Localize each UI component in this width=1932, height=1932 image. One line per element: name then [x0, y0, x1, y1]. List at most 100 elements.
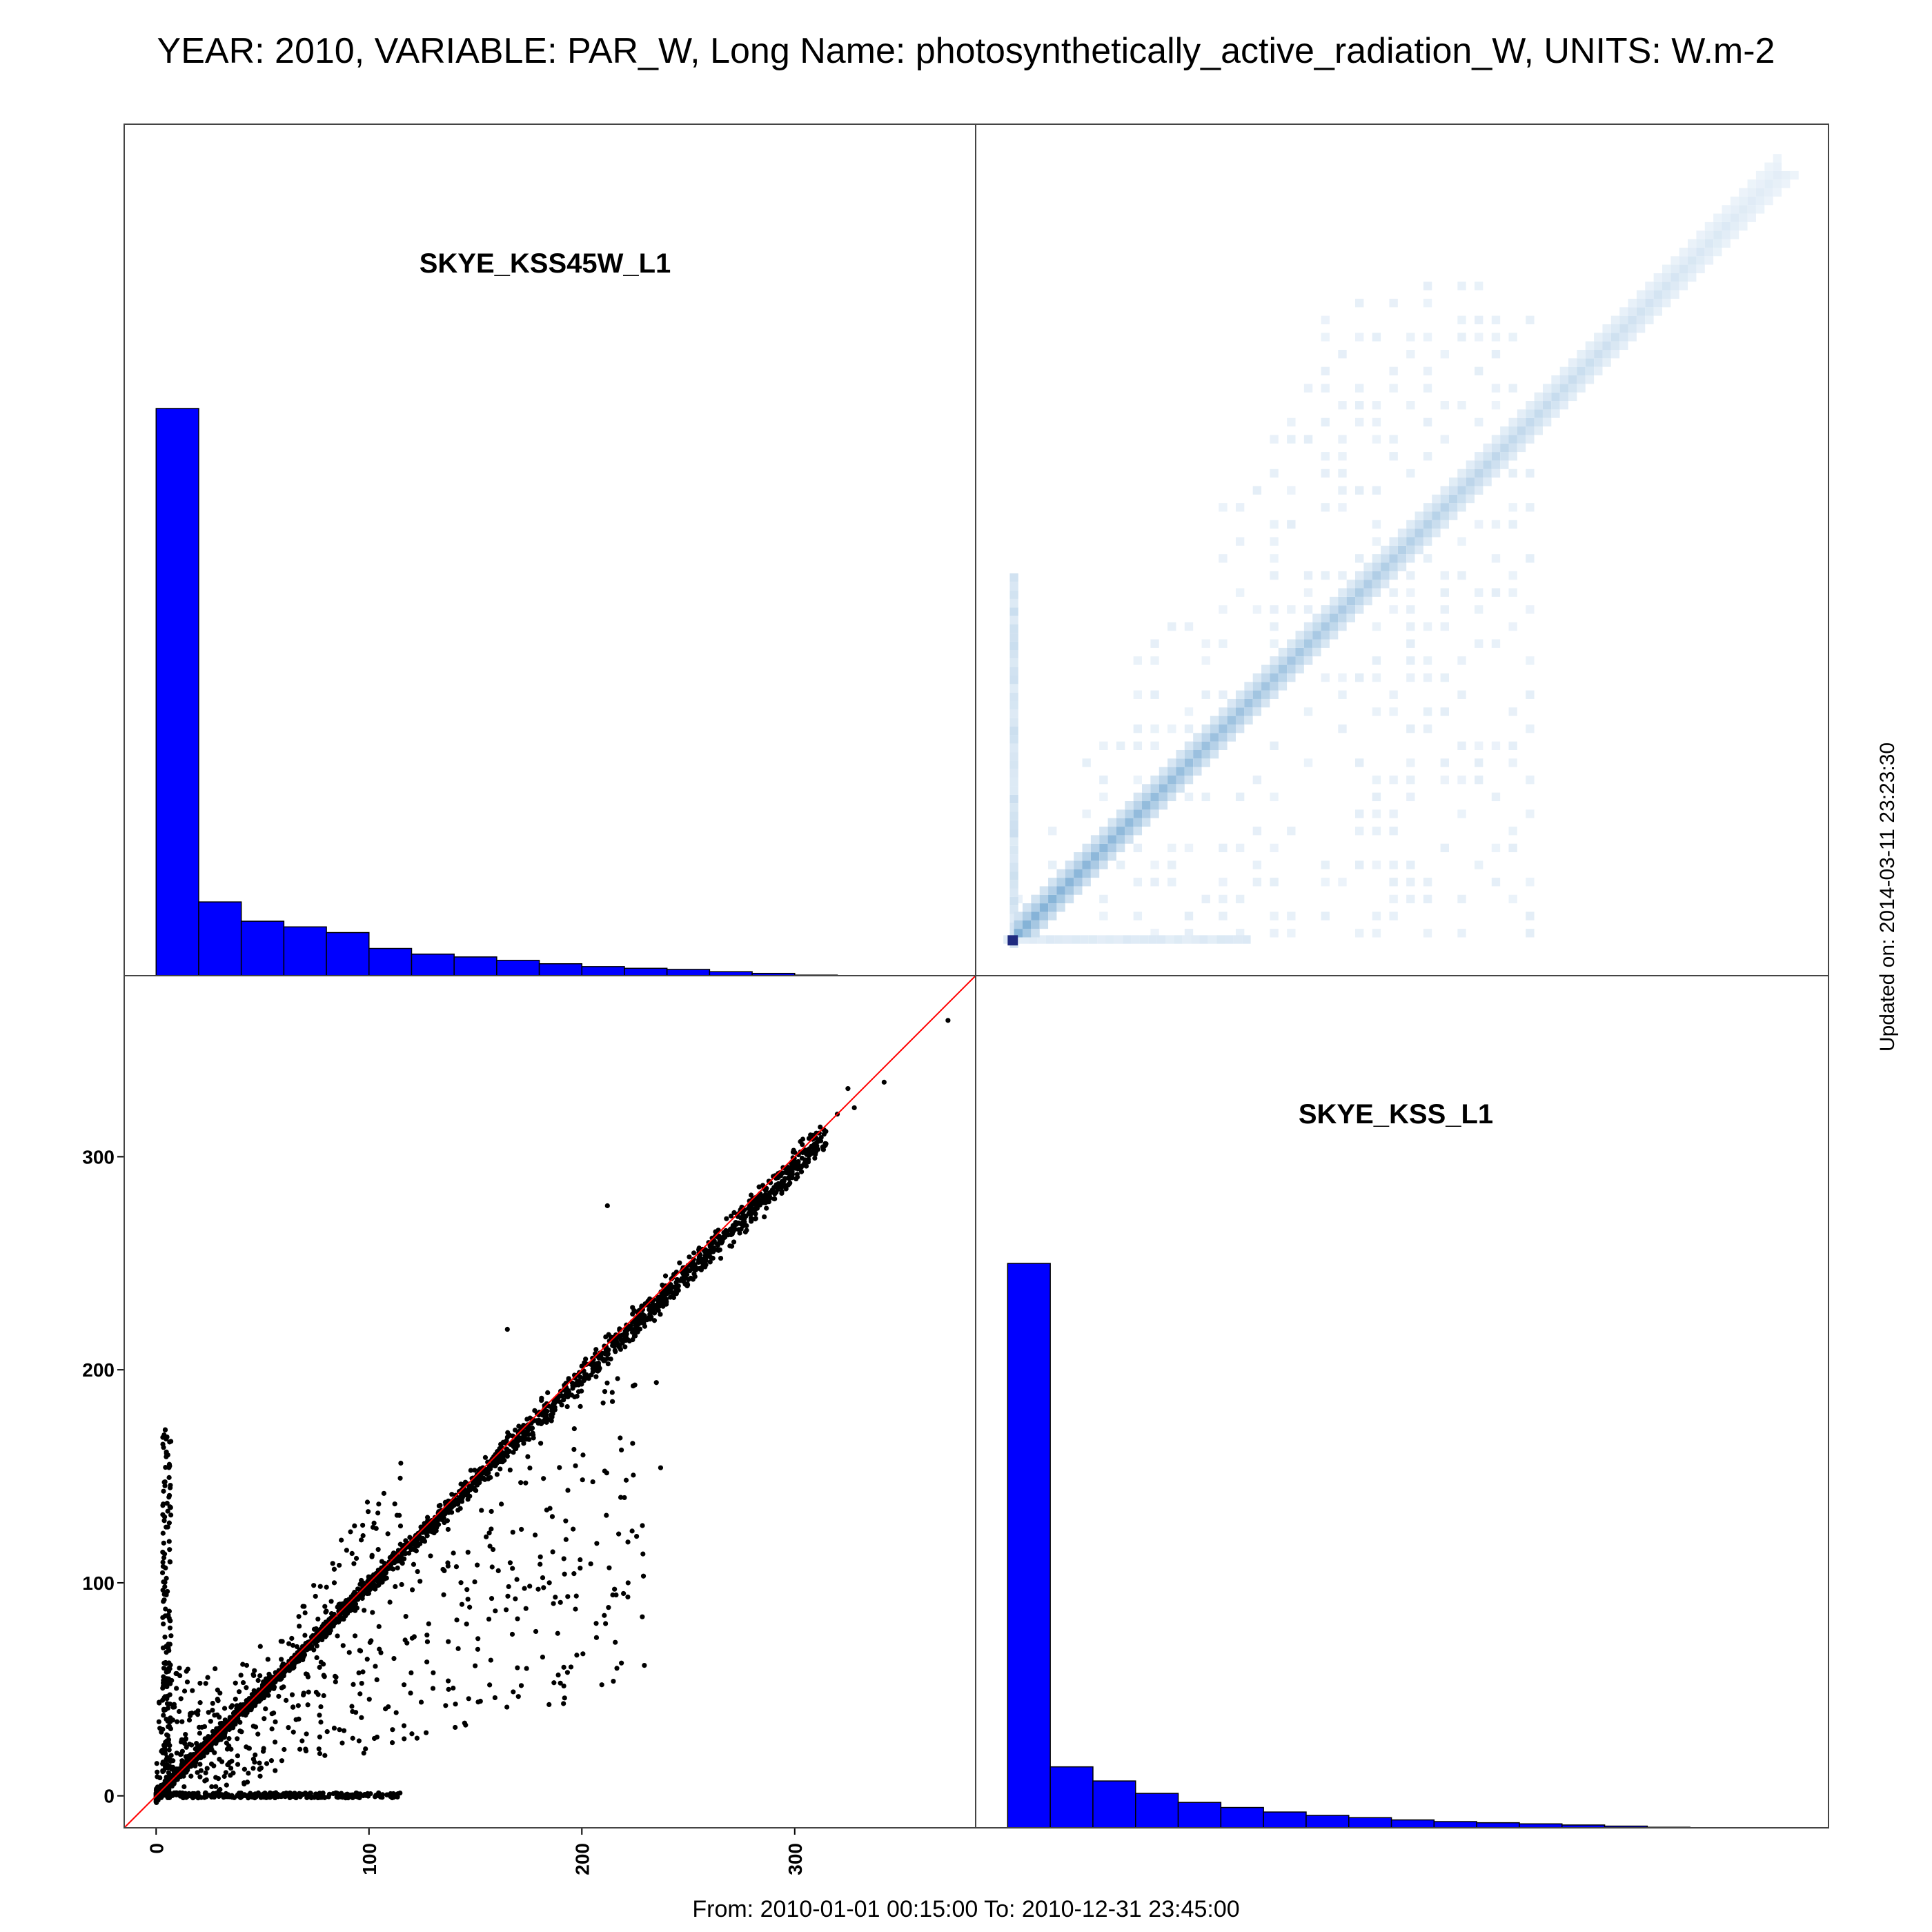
scatter-point — [449, 1492, 455, 1497]
density-cell — [1440, 435, 1449, 444]
scatter-point — [302, 1604, 307, 1609]
density-cell — [1559, 375, 1569, 384]
density-cell — [1491, 878, 1501, 887]
scatter-point — [445, 1678, 451, 1684]
density-cell — [1355, 758, 1364, 767]
density-cell — [1713, 239, 1722, 248]
density-cell — [1270, 878, 1279, 887]
scatter-point — [205, 1675, 210, 1680]
scatter-point — [556, 1393, 562, 1399]
scatter-point — [179, 1748, 185, 1754]
density-cell — [1628, 333, 1637, 342]
density-cell — [1773, 179, 1782, 188]
scatter-point — [792, 1150, 798, 1155]
scatter-point — [463, 1722, 469, 1728]
scatter-point — [217, 1756, 222, 1762]
scatter-point — [640, 1523, 645, 1528]
scatter-point — [282, 1746, 287, 1753]
density-cell — [1321, 366, 1330, 376]
density-cell — [1167, 622, 1176, 631]
density-cell — [1381, 562, 1390, 571]
density-cell — [1235, 724, 1245, 733]
density-cell — [1159, 776, 1168, 785]
density-cell — [1150, 639, 1159, 648]
density-cell — [1082, 860, 1091, 869]
scatter-point — [159, 1729, 164, 1735]
scatter-point — [586, 1376, 591, 1381]
density-cell — [1534, 426, 1543, 435]
scatter-point — [381, 1490, 386, 1496]
density-cell — [1090, 869, 1100, 878]
density-cell — [1048, 827, 1057, 836]
density-cell — [1526, 426, 1535, 435]
density-cell — [1440, 503, 1449, 512]
density-cell — [1670, 256, 1679, 265]
scatter-point — [244, 1744, 249, 1750]
density-cell — [1423, 503, 1432, 512]
density-cell — [1321, 673, 1330, 682]
density-cell — [1270, 605, 1279, 614]
density-cell — [1679, 264, 1688, 273]
density-cell — [1210, 733, 1219, 742]
scatter-point — [571, 1526, 576, 1532]
x-tick-label: 0 — [146, 1843, 167, 1854]
density-cell — [1508, 417, 1517, 427]
scatter-point — [473, 1488, 479, 1493]
density-cell — [1389, 827, 1398, 836]
density-cell — [1755, 170, 1765, 180]
scatter-point — [171, 1702, 177, 1707]
density-cell — [1653, 290, 1662, 299]
scatter-point — [164, 1775, 169, 1782]
scatter-point — [257, 1760, 262, 1766]
scatter-point — [391, 1792, 397, 1797]
density-cell — [1688, 264, 1697, 273]
density-cell — [1123, 935, 1132, 944]
scatter-point — [201, 1742, 206, 1747]
density-cell — [1508, 894, 1517, 904]
density-cell — [1381, 580, 1390, 589]
scatter-point — [815, 1147, 821, 1152]
density-cell — [1594, 366, 1603, 376]
scatter-point — [175, 1719, 180, 1724]
scatter-point — [190, 1688, 195, 1693]
scatter-point — [304, 1672, 310, 1677]
density-cell — [1440, 622, 1449, 631]
density-cell — [1722, 230, 1731, 239]
scatter-point — [197, 1762, 203, 1767]
scatter-point — [461, 1481, 466, 1487]
density-cell — [1636, 315, 1646, 324]
scatter-point — [611, 1678, 616, 1684]
scatter-point — [297, 1657, 302, 1663]
density-cell — [1193, 758, 1202, 767]
scatter-point — [279, 1792, 284, 1798]
density-cell — [1508, 333, 1517, 342]
density-cell — [1031, 920, 1040, 929]
density-cell — [1355, 401, 1364, 410]
scatter-point — [164, 1501, 170, 1506]
density-cell — [1475, 417, 1483, 427]
scatter-point — [604, 1470, 609, 1476]
density-cell — [1628, 307, 1637, 316]
scatter-point — [337, 1727, 342, 1733]
density-cell — [1730, 196, 1739, 206]
density-cell — [1009, 573, 1018, 582]
density-cell — [1116, 827, 1125, 836]
scatter-point — [326, 1626, 332, 1631]
density-cell — [1174, 935, 1183, 944]
density-cell — [1406, 673, 1415, 682]
scatter-point — [727, 1243, 733, 1249]
scatter-point — [571, 1571, 577, 1577]
density-cell — [1730, 221, 1739, 231]
scatter-point — [497, 1459, 502, 1464]
scatter-point — [465, 1597, 471, 1602]
density-cell — [1244, 707, 1253, 716]
density-cell — [1219, 554, 1228, 563]
scatter-point — [206, 1734, 211, 1739]
density-cell — [1039, 911, 1049, 920]
scatter-point — [471, 1480, 476, 1486]
scatter-point — [791, 1156, 797, 1161]
density-cell — [1517, 417, 1526, 427]
density-cell — [1090, 843, 1100, 853]
density-cell — [1022, 929, 1032, 938]
scatter-point — [297, 1746, 303, 1752]
